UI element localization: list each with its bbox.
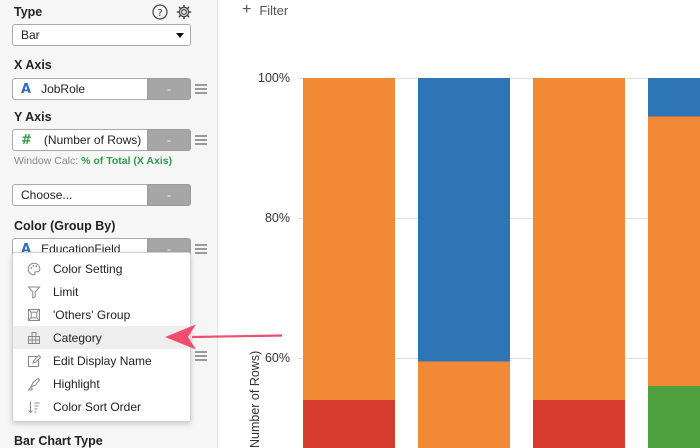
menu-item-limit[interactable]: Limit: [13, 280, 190, 303]
window-calc-text[interactable]: Window Calc: % of Total (X Axis): [14, 155, 172, 167]
bar-2-segment-blue[interactable]: [418, 78, 510, 362]
category-icon: [27, 331, 41, 345]
bar-3-segment-red[interactable]: [533, 400, 625, 448]
menu-item-category[interactable]: Category: [13, 326, 190, 349]
chart-area: 100% 80% 60% Number of Rows): [218, 0, 700, 448]
filter-icon: [27, 285, 41, 299]
bar-3-segment-orange[interactable]: [533, 78, 625, 400]
window-calc-value[interactable]: % of Total (X Axis): [81, 155, 173, 167]
text-type-icon: A: [21, 81, 32, 97]
y-tick-100: 100%: [258, 71, 290, 85]
palette-icon: [27, 262, 41, 276]
menu-item-color-setting[interactable]: Color Setting: [13, 257, 190, 280]
y-axis-menu-icon[interactable]: [195, 135, 207, 145]
number-type-icon: #: [21, 132, 32, 148]
menu-item-label: Limit: [53, 284, 79, 299]
y-tick-80: 80%: [264, 211, 290, 225]
filter-button[interactable]: + Filter: [242, 1, 288, 19]
hidden-row-menu-icon[interactable]: [195, 351, 207, 361]
bar-1-segment-orange[interactable]: [303, 78, 395, 400]
highlighter-icon: [27, 377, 41, 391]
svg-text:?: ?: [157, 8, 162, 19]
y-axis-field[interactable]: # (Number of Rows) -: [12, 129, 191, 151]
text-type-icon: A: [21, 241, 32, 257]
menu-item-edit-display-name[interactable]: Edit Display Name: [13, 349, 190, 372]
y-axis-label: Y Axis: [14, 110, 52, 124]
bar-4-segment-green[interactable]: [648, 386, 700, 448]
bar-1-segment-red[interactable]: [303, 400, 395, 448]
chevron-down-icon: [176, 33, 184, 38]
bar-2-segment-orange[interactable]: [418, 361, 510, 448]
menu-item-others-group[interactable]: 'Others' Group: [13, 303, 190, 326]
menu-item-label: Color Setting: [53, 261, 123, 276]
y-axis-field-name: (Number of Rows): [43, 133, 142, 147]
x-axis-field[interactable]: A JobRole -: [12, 78, 191, 100]
menu-item-label: 'Others' Group: [53, 307, 131, 322]
y-axis-pill[interactable]: # (Number of Rows): [12, 129, 147, 151]
menu-item-label: Highlight: [53, 376, 100, 391]
plus-icon: +: [242, 1, 252, 18]
group-icon: [27, 308, 41, 322]
menu-item-highlight[interactable]: Highlight: [13, 372, 190, 395]
menu-item-label: Category: [53, 330, 102, 345]
menu-item-color-sort-order[interactable]: Color Sort Order: [13, 395, 190, 418]
x-axis-label: X Axis: [14, 58, 52, 72]
choose-remove-button[interactable]: -: [147, 184, 191, 206]
type-icons: ?: [152, 4, 192, 20]
chart-type-select[interactable]: Bar: [12, 24, 191, 46]
menu-item-label: Color Sort Order: [53, 399, 142, 414]
color-label: Color (Group By): [14, 219, 116, 233]
gear-icon[interactable]: [176, 4, 192, 20]
x-axis-remove-button[interactable]: -: [147, 78, 191, 100]
x-axis-menu-icon[interactable]: [195, 84, 207, 94]
menu-item-label: Edit Display Name: [53, 353, 152, 368]
edit-icon: [27, 354, 41, 368]
sort-icon: [27, 400, 41, 414]
question-circle-icon[interactable]: ?: [152, 4, 168, 20]
x-axis-pill[interactable]: A JobRole: [12, 78, 147, 100]
x-axis-field-name: JobRole: [41, 82, 86, 96]
chart-type-value: Bar: [21, 28, 40, 42]
choose-field[interactable]: Choose... -: [12, 184, 191, 206]
window-calc-label: Window Calc:: [14, 155, 79, 167]
type-label: Type: [14, 5, 43, 19]
y-tick-60: 60%: [264, 351, 290, 365]
color-menu-icon[interactable]: [195, 244, 207, 254]
bar-4-segment-orange[interactable]: [648, 116, 700, 387]
filter-label: Filter: [259, 2, 289, 18]
choose-select[interactable]: Choose...: [12, 184, 147, 206]
y-axis-remove-button[interactable]: -: [147, 129, 191, 151]
bar-chart-type-label: Bar Chart Type: [14, 434, 103, 448]
color-options-menu: Color Setting Limit 'Others' Group Categ…: [12, 252, 191, 422]
bar-4-segment-blue[interactable]: [648, 78, 700, 117]
bar-chart: [303, 78, 700, 448]
